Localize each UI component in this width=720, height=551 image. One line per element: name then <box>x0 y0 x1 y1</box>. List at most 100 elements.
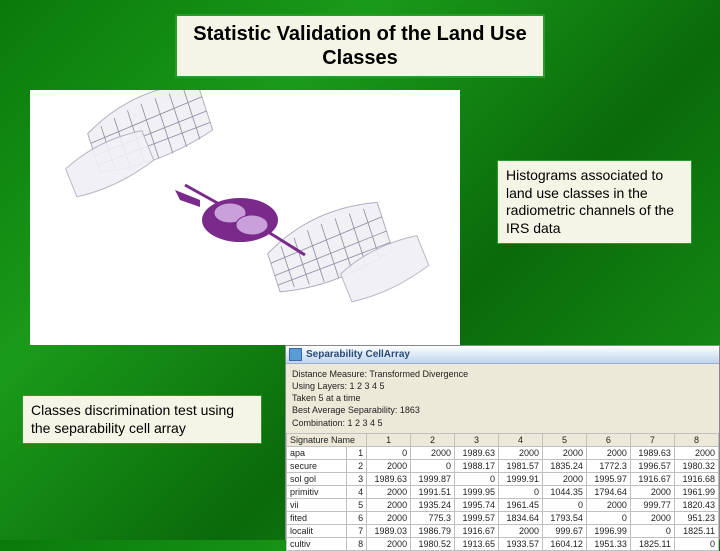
cell-value: 1999.87 <box>411 472 455 485</box>
cell-value: 2000 <box>586 446 630 459</box>
cell-value: 2000 <box>367 537 411 550</box>
cell-value: 1604.12 <box>542 537 586 550</box>
col-header: 5 <box>542 433 586 446</box>
cell-value: 0 <box>586 511 630 524</box>
table-row: cultiv820001980.521913.651933.571604.121… <box>287 537 719 550</box>
cell-value: 1989.63 <box>455 446 499 459</box>
cell-value: 2000 <box>542 446 586 459</box>
cell-value: 2000 <box>367 511 411 524</box>
row-name: sol gol <box>287 472 347 485</box>
cell-value: 1825.11 <box>674 524 718 537</box>
col-header-signature: Signature Name <box>287 433 367 446</box>
cell-value: 1996.57 <box>630 459 674 472</box>
cell-value: 1916.67 <box>630 472 674 485</box>
row-name: fited <box>287 511 347 524</box>
cell-value: 1951.33 <box>586 537 630 550</box>
col-header: 8 <box>674 433 718 446</box>
table-row: secure2200001988.171981.571835.241772.31… <box>287 459 719 472</box>
cell-value: 1980.52 <box>411 537 455 550</box>
col-header: 4 <box>499 433 543 446</box>
row-index: 7 <box>346 524 366 537</box>
cell-value: 1834.64 <box>499 511 543 524</box>
row-name: apa <box>287 446 347 459</box>
row-name: primitiv <box>287 485 347 498</box>
cell-value: 1916.67 <box>455 524 499 537</box>
cell-value: 0 <box>455 472 499 485</box>
row-name: secure <box>287 459 347 472</box>
cell-value: 0 <box>499 485 543 498</box>
cell-value: 1991.51 <box>411 485 455 498</box>
cell-value: 2000 <box>586 498 630 511</box>
row-index: 1 <box>346 446 366 459</box>
cell-value: 1793.54 <box>542 511 586 524</box>
cell-value: 1794.64 <box>586 485 630 498</box>
cell-value: 1835.24 <box>542 459 586 472</box>
cell-value: 1980.32 <box>674 459 718 472</box>
cell-value: 775.3 <box>411 511 455 524</box>
cell-value: 1996.99 <box>586 524 630 537</box>
window-title: Separability CellArray <box>306 349 410 360</box>
row-index: 6 <box>346 511 366 524</box>
cell-value: 2000 <box>630 511 674 524</box>
table-row: vii520001935.241995.741961.4502000999.77… <box>287 498 719 511</box>
cell-value: 0 <box>630 524 674 537</box>
cell-value: 1989.03 <box>367 524 411 537</box>
table-row: apa1020001989.632000200020001989.632000 <box>287 446 719 459</box>
cell-value: 1989.63 <box>630 446 674 459</box>
cell-value: 951.23 <box>674 511 718 524</box>
col-header: 2 <box>411 433 455 446</box>
cell-value: 1820.43 <box>674 498 718 511</box>
row-name: vii <box>287 498 347 511</box>
callout-histograms: Histograms associated to land use classe… <box>497 160 692 244</box>
row-index: 5 <box>346 498 366 511</box>
cell-value: 1772.3 <box>586 459 630 472</box>
col-header: 1 <box>367 433 411 446</box>
cell-value: 999.67 <box>542 524 586 537</box>
separability-table: Signature Name12345678 apa1020001989.632… <box>286 433 719 551</box>
table-row: sol gol31989.631999.8701999.9120001995.9… <box>287 472 719 485</box>
cell-value: 0 <box>367 446 411 459</box>
cell-value: 1935.24 <box>411 498 455 511</box>
cell-value: 0 <box>411 459 455 472</box>
cell-value: 1916.68 <box>674 472 718 485</box>
table-row: localit71989.031986.791916.672000999.671… <box>287 524 719 537</box>
table-row: fited62000775.31999.571834.641793.540200… <box>287 511 719 524</box>
cell-value: 2000 <box>411 446 455 459</box>
row-index: 8 <box>346 537 366 550</box>
cell-value: 1999.57 <box>455 511 499 524</box>
cellarray-info: Distance Measure: Transformed Divergence… <box>286 364 719 431</box>
cell-value: 1044.35 <box>542 485 586 498</box>
info-best: Best Average Separability: 1863 <box>292 404 713 416</box>
table-row: primitiv420001991.511999.9501044.351794.… <box>287 485 719 498</box>
row-name: cultiv <box>287 537 347 550</box>
cell-value: 2000 <box>630 485 674 498</box>
cell-value: 1961.99 <box>674 485 718 498</box>
cell-value: 1999.95 <box>455 485 499 498</box>
cell-value: 1999.91 <box>499 472 543 485</box>
window-titlebar[interactable]: Separability CellArray <box>286 346 719 364</box>
cell-value: 1986.79 <box>411 524 455 537</box>
cell-value: 1913.65 <box>455 537 499 550</box>
cell-value: 2000 <box>542 472 586 485</box>
info-combo: Combination: 1 2 3 4 5 <box>292 417 713 429</box>
col-header: 6 <box>586 433 630 446</box>
cell-value: 0 <box>542 498 586 511</box>
col-header: 7 <box>630 433 674 446</box>
info-distance: Distance Measure: Transformed Divergence <box>292 368 713 380</box>
cell-value: 2000 <box>499 446 543 459</box>
row-name: localit <box>287 524 347 537</box>
cell-value: 1995.97 <box>586 472 630 485</box>
row-index: 3 <box>346 472 366 485</box>
separability-cellarray-window: Separability CellArray Distance Measure:… <box>285 345 720 540</box>
col-header: 3 <box>455 433 499 446</box>
callout-separability: Classes discrimination test using the se… <box>22 395 262 444</box>
satellite-illustration <box>30 90 460 345</box>
window-icon <box>289 348 302 361</box>
cell-value: 2000 <box>367 459 411 472</box>
row-index: 2 <box>346 459 366 472</box>
cell-value: 1825.11 <box>630 537 674 550</box>
cell-value: 1933.57 <box>499 537 543 550</box>
info-taken: Taken 5 at a time <box>292 392 713 404</box>
cell-value: 1981.57 <box>499 459 543 472</box>
cell-value: 1989.63 <box>367 472 411 485</box>
